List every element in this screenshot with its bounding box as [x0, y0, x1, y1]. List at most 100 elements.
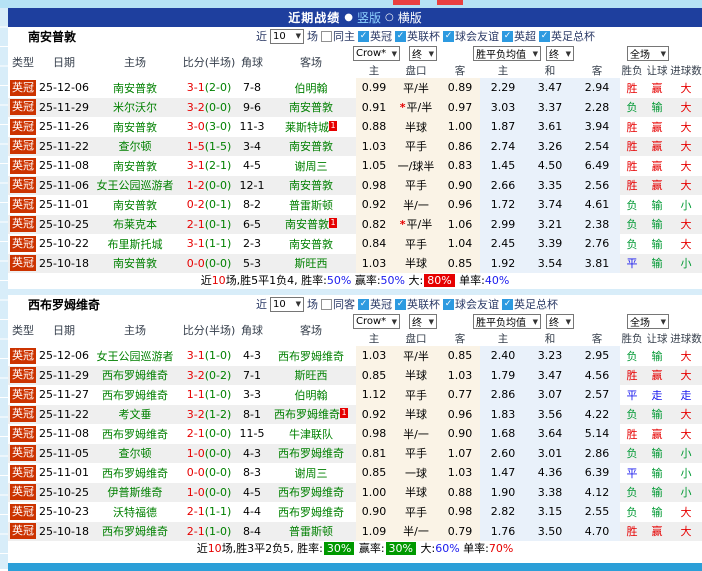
handicap-cell: 平/半	[392, 346, 440, 366]
away-team-link[interactable]: 南安普敦	[289, 179, 333, 193]
checkbox-checked-icon[interactable]: ✓	[358, 30, 369, 42]
away-team-link[interactable]: 牛津联队	[289, 427, 333, 441]
away-team-link[interactable]: 斯旺西	[294, 369, 328, 383]
result-text: 输	[651, 101, 663, 115]
league-filter[interactable]: ✓ 英冠	[358, 296, 392, 312]
away-team-link[interactable]: 斯旺西	[294, 257, 328, 271]
home-team-link[interactable]: 女王公园巡游者	[96, 179, 174, 193]
home-team-link[interactable]: 南安普敦	[113, 159, 157, 173]
league-filter[interactable]: ✓ 英联杯	[395, 296, 440, 312]
checkbox-unchecked-icon[interactable]	[321, 298, 332, 310]
league-type-cell: 英冠	[8, 234, 38, 254]
home-team-link[interactable]: 伊普斯维奇	[107, 486, 163, 500]
avg-stage-select[interactable]: 终 ▼	[546, 314, 574, 329]
match-count-select[interactable]: 10 ▼	[270, 28, 304, 44]
final-score: 3-0	[186, 120, 205, 134]
home-team-link[interactable]: 西布罗姆维奇	[102, 388, 168, 402]
checkbox-checked-icon[interactable]: ✓	[502, 30, 513, 42]
away-team-link[interactable]: 南安普敦	[285, 218, 329, 232]
home-team-link[interactable]: 南安普敦	[113, 198, 157, 212]
away-team-link[interactable]: 西布罗姆维奇	[274, 408, 340, 422]
home-team-link[interactable]: 西布罗姆维奇	[102, 369, 168, 383]
away-team-link[interactable]: 南安普敦	[289, 140, 333, 154]
result-text: 输	[651, 237, 663, 251]
league-filter[interactable]: ✓ 球会友谊	[443, 296, 499, 312]
checkbox-unchecked-icon[interactable]	[321, 30, 332, 42]
league-filter[interactable]: ✓ 英联杯	[395, 28, 440, 44]
checkbox-checked-icon[interactable]: ✓	[395, 298, 406, 310]
away-team-link[interactable]: 普雷斯顿	[289, 525, 333, 539]
result-handicap-cell: 输	[644, 482, 670, 502]
layout-option-horizontal[interactable]: 横版	[397, 11, 422, 25]
final-score: 1-0	[186, 446, 205, 460]
results-table: 类型 日期 主场 比分(半场) 角球 客场 Crow* ▼ 终 ▼	[8, 313, 702, 541]
score-cell: 3-1(1-1)	[180, 234, 238, 254]
radio-unselected-icon[interactable]: ○	[385, 11, 394, 23]
away-team-link[interactable]: 西布罗姆维奇	[278, 447, 344, 461]
away-team-link[interactable]: 莱斯特城	[285, 120, 329, 134]
same-side-filter[interactable]: 同客	[321, 296, 355, 312]
avg-home-cell: 1.76	[480, 521, 526, 541]
league-filter[interactable]: ✓ 球会友谊	[443, 28, 499, 44]
match-count-select[interactable]: 10 ▼	[270, 296, 304, 312]
home-team-link[interactable]: 西布罗姆维奇	[102, 525, 168, 539]
away-team-link[interactable]: 伯明翰	[294, 81, 328, 95]
avg-type-select[interactable]: 胜平负均值 ▼	[473, 46, 541, 61]
scope-select-value: 全场	[630, 318, 650, 329]
avg-draw-cell: 3.15	[526, 502, 574, 522]
crow-away-odds-cell: 0.90	[440, 424, 480, 444]
checkbox-checked-icon[interactable]: ✓	[539, 30, 550, 42]
bookmaker-select[interactable]: Crow* ▼	[353, 314, 400, 329]
checkbox-checked-icon[interactable]: ✓	[443, 30, 454, 42]
radio-selected-icon[interactable]: ●	[344, 11, 353, 23]
avg-stage-select[interactable]: 终 ▼	[546, 46, 574, 61]
home-team-link[interactable]: 南安普敦	[113, 81, 157, 95]
home-team-link[interactable]: 沃特福德	[113, 505, 157, 519]
away-team-link[interactable]: 普雷斯顿	[289, 198, 333, 212]
avg-type-select[interactable]: 胜平负均值 ▼	[473, 314, 541, 329]
same-side-filter[interactable]: 同主	[321, 28, 355, 44]
handicap-cell: 平手	[392, 443, 440, 463]
checkbox-checked-icon[interactable]: ✓	[358, 298, 369, 310]
summary-part: 80%	[424, 274, 455, 287]
home-team-link[interactable]: 西布罗姆维奇	[102, 466, 168, 480]
league-filter[interactable]: ✓ 英足总杯	[502, 296, 558, 312]
league-filter[interactable]: ✓ 英足总杯	[539, 28, 595, 44]
home-team-link[interactable]: 查尔顿	[118, 140, 152, 154]
away-team-link[interactable]: 南安普敦	[289, 101, 333, 115]
result-wdl-cell: 负	[620, 482, 644, 502]
league-type-cell: 英冠	[8, 156, 38, 176]
away-team-link[interactable]: 西布罗姆维奇	[278, 349, 344, 363]
avg-draw-cell: 3.56	[526, 404, 574, 424]
home-team-link[interactable]: 考文垂	[118, 408, 152, 422]
bookmaker-select[interactable]: Crow* ▼	[353, 46, 400, 61]
scope-select[interactable]: 全场 ▼	[627, 46, 669, 61]
away-team-link[interactable]: 西布罗姆维奇	[278, 505, 344, 519]
layout-option-vertical[interactable]: 竖版	[356, 11, 381, 25]
checkbox-checked-icon[interactable]: ✓	[443, 298, 454, 310]
result-goals-cell: 大	[670, 424, 702, 444]
home-team-link[interactable]: 米尔沃尔	[113, 101, 157, 115]
checkbox-checked-icon[interactable]: ✓	[502, 298, 513, 310]
home-team-link[interactable]: 西布罗姆维奇	[102, 427, 168, 441]
league-filter[interactable]: ✓ 英冠	[358, 28, 392, 44]
table-row: 英冠 25-10-23 沃特福德 2-1(1-1) 4-4 西布罗姆维奇 0.90 平手 0.9…	[8, 502, 702, 522]
home-team-cell: 西布罗姆维奇	[90, 385, 180, 405]
league-filter[interactable]: ✓ 英超	[502, 28, 536, 44]
home-team-link[interactable]: 布莱克本	[113, 218, 157, 232]
away-team-link[interactable]: 谢周三	[294, 159, 328, 173]
away-team-link[interactable]: 谢周三	[294, 466, 328, 480]
home-team-link[interactable]: 查尔顿	[118, 447, 152, 461]
away-team-link[interactable]: 伯明翰	[294, 388, 328, 402]
away-team-link[interactable]: 南安普敦	[289, 237, 333, 251]
home-team-link[interactable]: 女王公园巡游者	[96, 349, 174, 363]
scope-select[interactable]: 全场 ▼	[627, 314, 669, 329]
home-team-link[interactable]: 南安普敦	[113, 257, 157, 271]
away-team-link[interactable]: 西布罗姆维奇	[278, 486, 344, 500]
home-team-link[interactable]: 南安普敦	[113, 120, 157, 134]
handicap-cell: 半/一	[392, 424, 440, 444]
home-team-link[interactable]: 布里斯托城	[107, 237, 163, 251]
odds-stage-select[interactable]: 终 ▼	[409, 314, 437, 329]
checkbox-checked-icon[interactable]: ✓	[395, 30, 406, 42]
odds-stage-select[interactable]: 终 ▼	[409, 46, 437, 61]
